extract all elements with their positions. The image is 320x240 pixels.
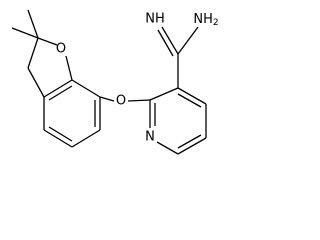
bond <box>161 26 179 55</box>
atom-label: O <box>56 42 66 57</box>
bond <box>177 87 207 105</box>
bond <box>48 126 73 142</box>
atom-label-text: NH <box>193 12 213 27</box>
bond <box>43 129 73 148</box>
atom-label: NH <box>145 12 165 27</box>
bond <box>177 134 202 149</box>
page: {"atoms": {"furan_oxygen": "O", "ether_o… <box>11 9 219 155</box>
bond <box>11 27 39 39</box>
bond <box>156 141 179 155</box>
bond <box>43 79 73 98</box>
bond <box>99 96 115 102</box>
bond <box>27 67 45 98</box>
bond <box>65 55 73 81</box>
bonds <box>11 9 207 155</box>
atom-label: NH2 <box>193 12 218 29</box>
structure-diagram: O O N NH NH2 <box>11 9 219 155</box>
bond <box>37 37 58 46</box>
bond <box>177 26 199 55</box>
bond <box>27 37 39 69</box>
bond <box>27 9 39 39</box>
bond <box>71 129 101 148</box>
bond <box>127 99 151 102</box>
bond <box>177 93 202 108</box>
atom-label-subscript: 2 <box>213 18 219 28</box>
atom-label: O <box>116 94 126 109</box>
bond <box>71 79 101 98</box>
atom-label: N <box>145 130 155 145</box>
bond <box>149 87 179 101</box>
bond <box>177 137 207 155</box>
bond <box>157 29 174 57</box>
bond <box>48 85 73 101</box>
